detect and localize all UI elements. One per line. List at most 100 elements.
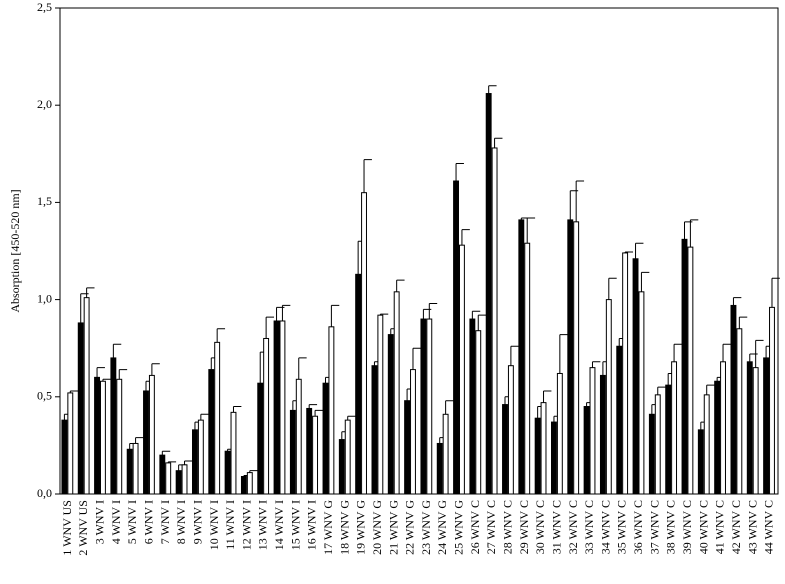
x-tick-label: 17 WNV G — [321, 500, 335, 555]
error-bar — [673, 343, 682, 362]
error-bar — [445, 400, 454, 415]
error-bar — [298, 357, 307, 380]
bar — [599, 374, 606, 495]
bar — [622, 252, 629, 495]
bar — [638, 291, 645, 495]
bar — [665, 384, 672, 495]
x-tick-label: 25 WNV G — [452, 500, 466, 555]
error-bar — [281, 304, 291, 321]
bar — [534, 417, 541, 495]
bar — [632, 258, 639, 495]
error-bar — [363, 159, 372, 193]
x-tick-label: 8 WNV I — [174, 500, 188, 544]
error-bar — [591, 361, 601, 368]
x-tick-label: 44 WNV C — [762, 500, 776, 554]
bar — [393, 291, 400, 495]
bar — [214, 341, 221, 495]
x-tick-label: 2 WNV US — [76, 500, 90, 556]
x-tick-label: 28 WNV C — [501, 500, 515, 554]
error-bar — [471, 310, 481, 320]
error-bar — [689, 219, 699, 248]
x-tick-label: 37 WNV C — [647, 500, 661, 554]
error-bar — [347, 415, 356, 421]
bar — [208, 369, 215, 495]
bar — [714, 380, 721, 495]
error-bar — [635, 242, 644, 259]
error-bar — [732, 297, 742, 306]
error-bar — [755, 339, 764, 368]
error-bar — [428, 302, 438, 320]
bar — [143, 390, 149, 495]
error-bar — [494, 137, 503, 148]
x-tick-label: 21 WNV G — [386, 500, 400, 555]
y-tick-label: 2,5 — [37, 0, 52, 14]
error-bar — [640, 271, 650, 292]
error-bar — [216, 328, 226, 343]
bar — [763, 357, 770, 495]
bar — [556, 372, 563, 495]
bar — [540, 402, 547, 495]
x-tick-label: 35 WNV C — [615, 500, 629, 554]
error-bar — [118, 369, 128, 380]
error-bar — [722, 343, 731, 362]
error-bar — [461, 229, 470, 246]
bar — [469, 318, 476, 495]
y-tick-label: 1,0 — [37, 291, 52, 305]
bar — [192, 429, 198, 495]
y-tick-label: 1,5 — [37, 194, 52, 208]
x-tick-label: 36 WNV C — [631, 500, 645, 554]
error-bar — [314, 409, 323, 417]
x-tick-label: 1 WNV US — [60, 500, 74, 556]
x-tick-label: 27 WNV C — [484, 500, 498, 554]
error-bar — [738, 316, 748, 329]
error-bar — [249, 470, 258, 473]
x-tick-label: 14 WNV I — [272, 500, 286, 550]
bar — [338, 439, 345, 495]
error-bar — [151, 363, 160, 376]
x-tick-label: 20 WNV G — [370, 500, 384, 555]
x-tick-label: 30 WNV C — [533, 500, 547, 554]
bar — [616, 345, 623, 495]
bar — [769, 306, 775, 495]
error-bar — [771, 277, 780, 308]
x-tick-label: 32 WNV C — [566, 500, 580, 554]
bar — [475, 330, 482, 495]
error-bar — [510, 345, 519, 366]
bar — [246, 472, 253, 495]
error-bar — [330, 304, 340, 327]
bar — [687, 246, 694, 495]
bar — [387, 334, 394, 495]
bar — [654, 394, 661, 495]
bar — [583, 406, 590, 495]
x-tick-label: 41 WNV C — [713, 500, 727, 554]
bar — [181, 464, 188, 495]
bar — [746, 361, 753, 495]
error-bar — [200, 413, 209, 421]
bar — [361, 192, 367, 495]
x-tick-label: 11 WNV I — [223, 500, 237, 550]
error-bar — [526, 217, 536, 244]
bar — [273, 320, 280, 495]
error-bar — [749, 353, 758, 362]
error-bar — [135, 437, 144, 444]
error-bar — [379, 313, 389, 316]
x-tick-label: 42 WNV C — [729, 500, 743, 554]
bar — [573, 221, 580, 495]
error-bar — [412, 347, 421, 370]
bar — [355, 273, 362, 495]
error-bar — [161, 450, 171, 456]
bar — [289, 409, 296, 495]
bar — [165, 462, 172, 495]
bar — [312, 415, 319, 495]
error-bar — [559, 334, 568, 374]
error-bar — [396, 279, 405, 292]
bar — [453, 180, 459, 495]
bar — [752, 367, 759, 495]
y-tick-label: 0,5 — [37, 389, 52, 403]
error-bar — [455, 163, 464, 182]
bar — [116, 378, 123, 495]
bar — [94, 376, 100, 495]
x-tick-label: 34 WNV C — [598, 500, 612, 554]
error-bar — [488, 85, 497, 94]
bar — [436, 442, 443, 495]
